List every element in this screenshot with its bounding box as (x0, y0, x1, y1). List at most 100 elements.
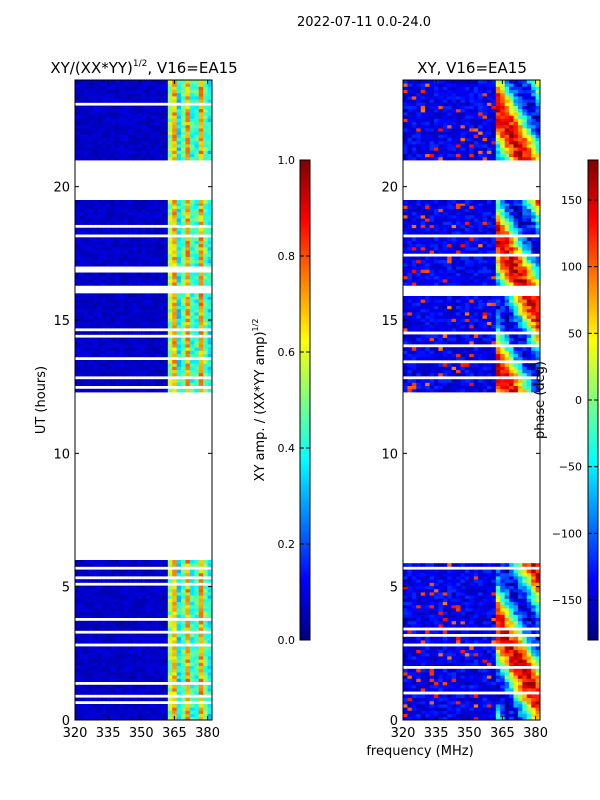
heat-cell (136, 221, 142, 225)
heat-cell (136, 272, 142, 277)
heat-cell (145, 240, 151, 245)
heat-cell (535, 694, 540, 698)
heat-cell (88, 662, 94, 666)
heat-cell (482, 579, 488, 583)
y-tick-label: 15 (53, 314, 70, 329)
heat-cell (154, 312, 160, 316)
heat-cell (513, 608, 519, 612)
heat-cell (163, 388, 169, 393)
heat-cell (97, 112, 103, 116)
heat-cell (478, 582, 484, 586)
heat-cell (535, 617, 540, 622)
heat-cell (92, 282, 98, 286)
heat-cell (203, 305, 209, 310)
heat-cell (203, 640, 209, 644)
heat-cell (119, 302, 125, 306)
heat-cell (198, 388, 204, 393)
heat-cell (123, 560, 129, 564)
heat-cell (172, 710, 178, 714)
heat-cell (491, 604, 497, 609)
heat-cell (79, 331, 85, 335)
heat-cell (447, 668, 453, 673)
heat-cell (119, 282, 125, 286)
heat-cell (88, 649, 94, 654)
heat-cell (203, 350, 209, 354)
heat-cell (163, 624, 169, 628)
heat-cell (136, 299, 142, 303)
heat-cell (110, 147, 116, 151)
heat-cell (163, 259, 169, 264)
heat-cell (172, 293, 178, 297)
heat-cell (486, 659, 492, 663)
heat-cell (158, 659, 164, 663)
heat-cell (163, 131, 169, 135)
heat-cell (438, 662, 444, 666)
heat-cell (189, 237, 195, 241)
heat-cell (469, 649, 475, 654)
heat-cell (207, 202, 212, 206)
heat-cell (105, 633, 111, 638)
heat-cell (509, 608, 514, 612)
heat-cell (158, 579, 164, 583)
heat-cell (88, 202, 94, 206)
heat-cell (110, 208, 116, 213)
heat-cell (176, 118, 182, 122)
heat-cell (114, 115, 120, 119)
heat-cell (429, 710, 435, 714)
heat-cell (114, 124, 120, 129)
heat-cell (123, 243, 129, 248)
heat-cell (482, 608, 488, 612)
heat-cell (167, 140, 173, 145)
heat-cell (132, 620, 138, 625)
amplitude-colorbar-gradient (299, 159, 311, 641)
heat-cell (88, 560, 94, 564)
heat-cell (114, 598, 120, 602)
heat-cell (194, 572, 200, 577)
heat-cell (123, 153, 129, 158)
heat-cell (181, 105, 186, 110)
heat-cell (460, 716, 466, 720)
heat-cell (429, 656, 435, 660)
heat-cell (198, 716, 204, 720)
heat-cell (167, 344, 173, 348)
heat-cell (198, 272, 204, 277)
heat-cell (504, 713, 510, 718)
heat-cell (158, 572, 164, 577)
heat-cell (478, 656, 484, 660)
amplitude-x-ticks: 320 335 350 365 380 (63, 80, 220, 741)
heat-cell (123, 96, 129, 100)
heat-cell (119, 579, 125, 583)
heat-cell (105, 134, 111, 138)
heat-cell (469, 672, 475, 676)
heat-cell (473, 617, 479, 622)
heat-cell (486, 588, 492, 593)
heat-cell (504, 678, 510, 682)
amplitude-panel-title: XY/(XX*YY)1/2, V16=EA15 (50, 59, 237, 77)
heat-cell (513, 700, 519, 705)
heat-cell (97, 656, 103, 660)
heat-cell (79, 156, 85, 161)
amp-title-main: XY/(XX*YY) (50, 59, 133, 77)
heat-cell (97, 214, 103, 219)
heat-cell (114, 579, 120, 583)
heat-cell (185, 672, 191, 676)
heat-cell (114, 134, 120, 138)
heat-cell (486, 656, 492, 660)
heat-cell (136, 278, 142, 283)
heat-cell (154, 633, 160, 638)
heat-cell (92, 560, 98, 564)
heat-cell (460, 608, 466, 612)
heat-cell (123, 627, 129, 631)
heat-cell (154, 147, 160, 151)
heat-cell (194, 137, 200, 142)
heat-cell (88, 118, 94, 122)
heat-cell (114, 312, 120, 316)
heat-cell (531, 579, 537, 583)
heat-cell (150, 662, 156, 666)
heat-cell (185, 211, 191, 216)
heat-cell (456, 710, 461, 714)
heat-cell (194, 697, 200, 702)
heat-cell (75, 140, 80, 145)
heat-cell (447, 681, 453, 686)
heat-cell (154, 118, 160, 122)
